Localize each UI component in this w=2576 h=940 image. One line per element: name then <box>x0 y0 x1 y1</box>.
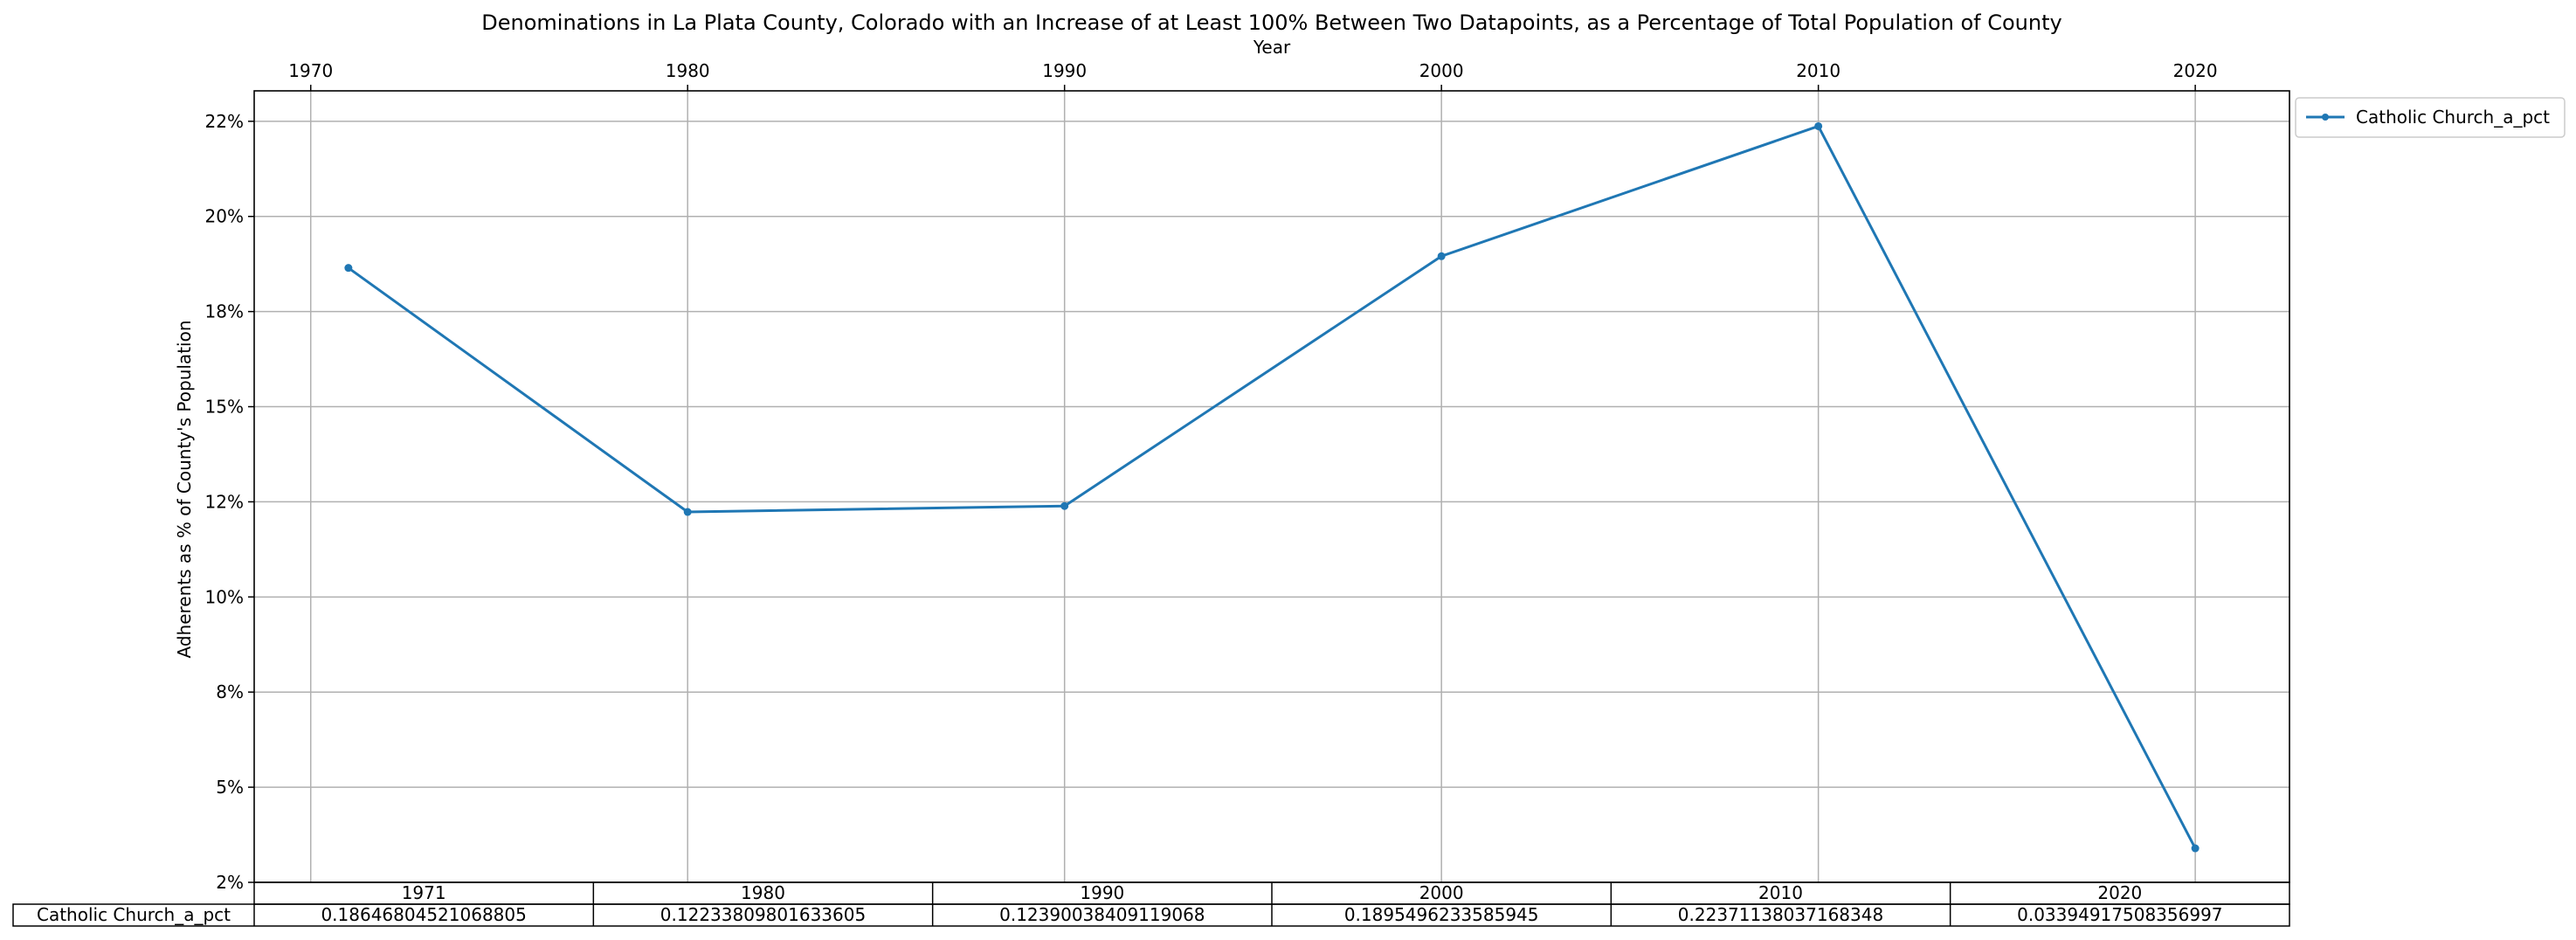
axis-ticks: 1970 1980 1990 2000 2010 2020 2% 5% 8% 10% 12% 15% 1… <box>205 60 2218 893</box>
series-layer <box>344 121 2200 853</box>
data-point <box>344 264 353 273</box>
x-tick-label: 2020 <box>2173 60 2218 81</box>
table-row-label: Catholic Church_a_pct <box>37 904 231 925</box>
y-tick-label: 2% <box>216 872 244 893</box>
table-cell: 0.1895496233585945 <box>1344 904 1539 925</box>
table-col-label: 2000 <box>1419 882 1464 903</box>
table-col-label: 2020 <box>2097 882 2142 903</box>
x-tick-label: 1990 <box>1042 60 1087 81</box>
y-axis-label: Adherents as % of County's Population <box>174 320 195 658</box>
data-table: Catholic Church_a_pct 19710.1864680452106… <box>12 881 2290 927</box>
y-tick-label: 22% <box>205 111 244 132</box>
x-tick-label: 2010 <box>1796 60 1840 81</box>
y-tick-label: 10% <box>205 586 244 607</box>
y-tick-label: 18% <box>205 301 244 322</box>
table-col-label: 2010 <box>1758 882 1803 903</box>
table-data-row <box>12 903 2290 927</box>
data-point <box>683 508 692 516</box>
table-col-label: 1971 <box>402 882 446 903</box>
y-tick-label: 15% <box>205 397 244 418</box>
x-tick-label: 1970 <box>288 60 333 81</box>
table-cell: 0.12233809801633605 <box>660 904 866 925</box>
legend-frame <box>2295 97 2566 138</box>
gridlines <box>254 91 2289 883</box>
table-col-label: 1990 <box>1080 882 1124 903</box>
y-tick-label: 12% <box>205 491 244 512</box>
data-point <box>1060 501 1069 510</box>
y-tick-label: 8% <box>216 681 244 702</box>
table-cell: 0.12390038409119068 <box>999 904 1205 925</box>
data-point <box>1814 121 1823 130</box>
y-tick-label: 20% <box>205 206 244 227</box>
table-cell: 0.03394917508356997 <box>2017 904 2222 925</box>
x-tick-label: 1980 <box>666 60 710 81</box>
legend: Catholic Church_a_pct <box>2295 97 2566 138</box>
series-line <box>347 124 2197 849</box>
legend-marker-swatch <box>2322 114 2329 121</box>
table-col-label: 1980 <box>741 882 785 903</box>
data-point <box>1437 252 1446 260</box>
table-cell: 0.18646804521068805 <box>321 904 526 925</box>
plot-area-frame <box>253 90 2290 883</box>
data-point <box>2191 844 2200 853</box>
x-tick-label: 2000 <box>1419 60 1464 81</box>
table-cell: 0.22371138037168348 <box>1678 904 1883 925</box>
chart-title: Denominations in La Plata County, Colora… <box>481 10 2061 35</box>
legend-label: Catholic Church_a_pct <box>2356 107 2550 128</box>
x-axis-label: Year <box>1253 37 1291 58</box>
y-tick-label: 5% <box>216 777 244 798</box>
